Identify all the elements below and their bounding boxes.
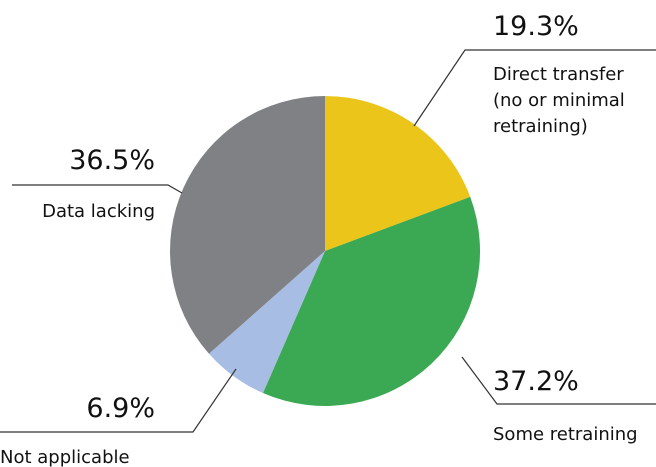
- slice-value-label-direct-transfer-no-or-minimal-retraining: 19.3%: [493, 11, 579, 42]
- slice-name-line: Some retraining: [493, 424, 638, 445]
- slice-name-line: retraining): [493, 116, 588, 137]
- slice-name-label-not-applicable: Not applicable: [0, 447, 130, 467]
- slice-value-label-not-applicable: 6.9%: [86, 393, 155, 424]
- leader-line-not-applicable: [0, 368, 237, 433]
- pie-slice-data-lacking: [170, 96, 325, 354]
- slice-labels: 19.3% Direct transfer (no or minimal retrai…: [0, 11, 638, 467]
- slice-value-label-data-lacking: 36.5%: [69, 145, 155, 176]
- leader-line-direct-transfer-no-or-minimal-retraining: [413, 49, 656, 127]
- pie-slice-not-applicable: [208, 251, 325, 394]
- leader-line-data-lacking: [12, 184, 183, 194]
- slice-name-line: Data lacking: [42, 201, 155, 222]
- slice-name-line: (no or minimal: [493, 90, 625, 111]
- slice-name-label-data-lacking: Data lacking: [42, 201, 155, 222]
- slice-name-line: Direct transfer: [493, 64, 624, 85]
- pie-slices: [170, 96, 480, 406]
- slice-name-label-some-retraining: Some retraining: [493, 424, 638, 445]
- leader-lines: [0, 49, 656, 433]
- pie-slice-direct-transfer-no-or-minimal-retraining: [325, 96, 471, 251]
- pie-slice-some-retraining: [262, 196, 480, 406]
- leader-line-some-retraining: [461, 356, 656, 405]
- slice-value-label-some-retraining: 37.2%: [493, 366, 579, 397]
- slice-name-label-direct-transfer-no-or-minimal-retraining: Direct transfer (no or minimal retraining): [493, 64, 625, 137]
- slice-name-line: Not applicable: [0, 447, 130, 467]
